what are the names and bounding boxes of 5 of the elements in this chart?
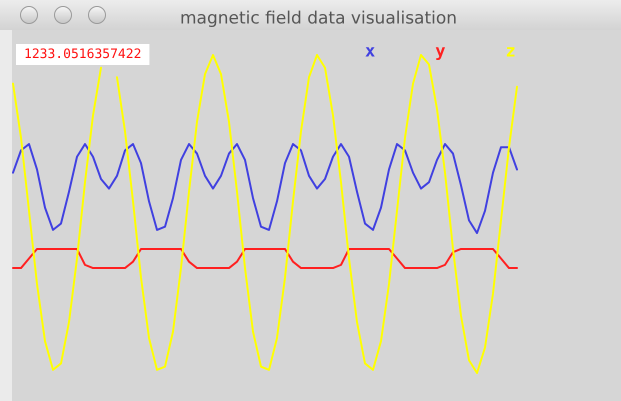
annotation: 1233.0516357422 xyxy=(24,47,142,62)
text: x xyxy=(365,42,376,62)
series-label: z xyxy=(505,42,516,62)
chart-title: magnetic field data visualisation xyxy=(180,8,458,28)
text: y xyxy=(435,42,446,62)
